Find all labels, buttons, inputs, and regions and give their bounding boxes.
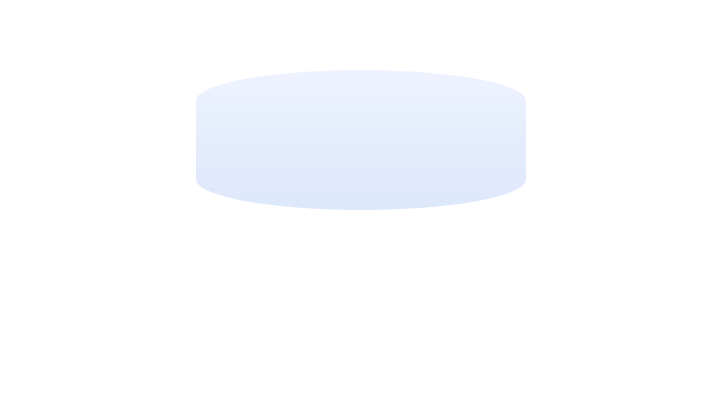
token-allocation-donut-chart: [0, 0, 300, 250]
fund-allocation-donut-chart: [392, 0, 692, 250]
legend-token-allocation: [0, 262, 392, 403]
charts-area: [0, 0, 720, 250]
connecting-band-decoration: [196, 70, 526, 210]
legends-area: [0, 262, 720, 403]
legend-fund-allocation: [392, 262, 720, 403]
